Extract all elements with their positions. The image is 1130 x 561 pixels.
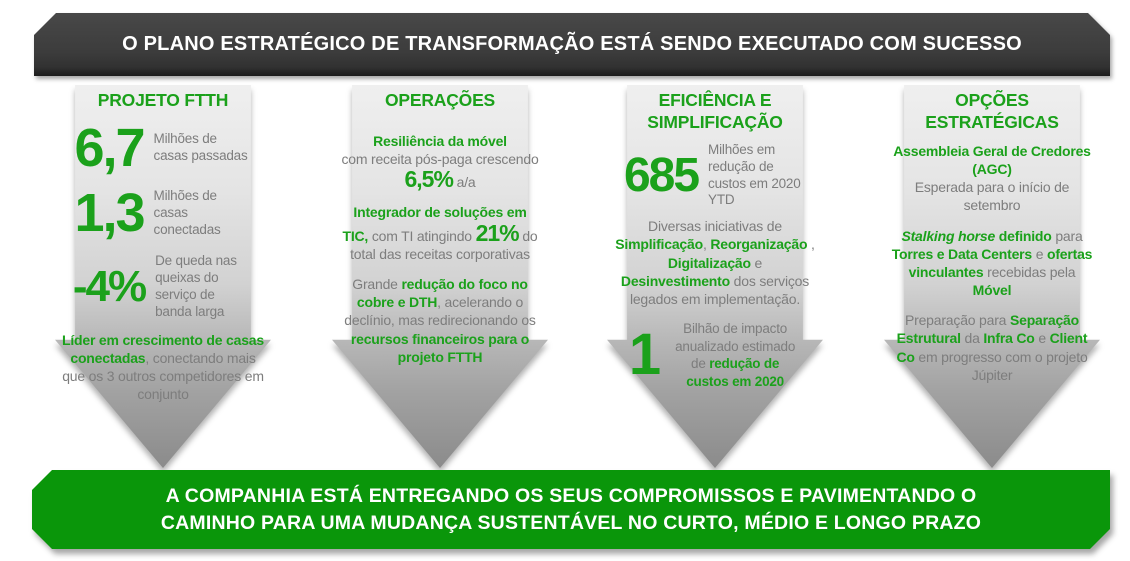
paragraph-reducao-cobre-dth: Grande redução do foco no cobre e DTH, a… <box>344 276 536 365</box>
column-eficiencia-simplificacao: EFICIÊNCIA E SIMPLIFICAÇÃO 685 Milhões e… <box>607 85 823 468</box>
footer-banner: A COMPANHIA ESTÁ ENTREGANDO OS SEUS COMP… <box>32 470 1110 549</box>
down-arrow-icon <box>332 85 548 468</box>
footer-line-2: CAMINHO PARA UMA MUDANÇA SUSTENTÁVEL NO … <box>160 511 982 534</box>
column-title: PROJETO FTTH <box>97 90 229 110</box>
stat-label: Bilhão de impacto anualizado estimado de… <box>675 321 796 389</box>
down-arrow-icon <box>55 85 271 468</box>
paragraph-agc: Assembleia Geral de Credores (AGC) Espera… <box>893 142 1091 214</box>
paragraph-integrador-tic: Integrador de soluções em TIC, com TI at… <box>342 204 538 262</box>
paragraph-lider-crescimento: Líder em crescimento de casas conectadas… <box>62 331 264 403</box>
column-content: OPÇÕES ESTRATÉGICAS Assembleia Geral de … <box>891 90 1093 396</box>
stat-value: 1,3 <box>74 183 145 244</box>
paragraph-separacao-estrutural: Preparação para Separação Estrutural da … <box>896 312 1088 383</box>
stat-value: -4% <box>72 262 147 312</box>
stat-value: 685 <box>623 148 700 202</box>
stat-bilhao-impacto: 1 Bilhão de impacto anualizado estimado … <box>614 320 816 390</box>
header-banner: O PLANO ESTRATÉGICO DE TRANSFORMAÇÃO EST… <box>34 13 1110 76</box>
stat-casas-conectadas: 1,3 Milhões de casas conectadas <box>62 183 264 244</box>
column-content: EFICIÊNCIA E SIMPLIFICAÇÃO 685 Milhões e… <box>614 90 816 390</box>
header-title: O PLANO ESTRATÉGICO DE TRANSFORMAÇÃO EST… <box>122 33 1022 55</box>
column-title: OPERAÇÕES <box>384 90 496 110</box>
header-banner-shape: O PLANO ESTRATÉGICO DE TRANSFORMAÇÃO EST… <box>34 13 1110 76</box>
down-arrow-icon <box>607 85 823 468</box>
stat-label: Milhões em redução de custos em 2020 YTD <box>708 141 801 208</box>
paragraph-resiliencia-movel: Resiliência da móvel com receita pós-paga… <box>341 132 539 193</box>
column-content: OPERAÇÕES Resiliência da móvel com receit… <box>339 90 541 378</box>
column-projeto-ftth: PROJETO FTTH 6,7 Milhões de casas passad… <box>55 85 271 468</box>
stat-value: 6,7 <box>74 117 145 178</box>
stat-label: Milhões de casas conectadas <box>153 188 221 238</box>
column-operacoes: OPERAÇÕES Resiliência da móvel com receit… <box>332 85 548 468</box>
column-title: OPÇÕES ESTRATÉGICAS <box>925 90 1059 132</box>
down-arrow-icon <box>884 85 1100 468</box>
column-title: EFICIÊNCIA E SIMPLIFICAÇÃO <box>647 90 783 132</box>
stat-queixas-banda-larga: -4% De queda nas queixas do serviço de b… <box>62 253 264 321</box>
stat-value: 1 <box>628 322 661 388</box>
stat-label: De queda nas queixas do serviço de banda… <box>155 253 237 319</box>
paragraph-iniciativas: Diversas iniciativas de Simplificação, R… <box>615 218 815 307</box>
paragraph-stalking-horse: Stalking horse definido para Torres e Da… <box>891 227 1093 299</box>
stat-label: Milhões de casas passadas <box>153 131 248 164</box>
stat-casas-passadas: 6,7 Milhões de casas passadas <box>62 117 264 178</box>
column-opcoes-estrategicas: OPÇÕES ESTRATÉGICAS Assembleia Geral de … <box>884 85 1100 468</box>
footer-banner-shape: A COMPANHIA ESTÁ ENTREGANDO OS SEUS COMP… <box>32 470 1110 549</box>
footer-line-1: A COMPANHIA ESTÁ ENTREGANDO OS SEUS COMP… <box>165 484 977 507</box>
column-content: PROJETO FTTH 6,7 Milhões de casas passad… <box>62 90 264 415</box>
stat-reducao-custos: 685 Milhões em redução de custos em 2020… <box>614 142 816 210</box>
